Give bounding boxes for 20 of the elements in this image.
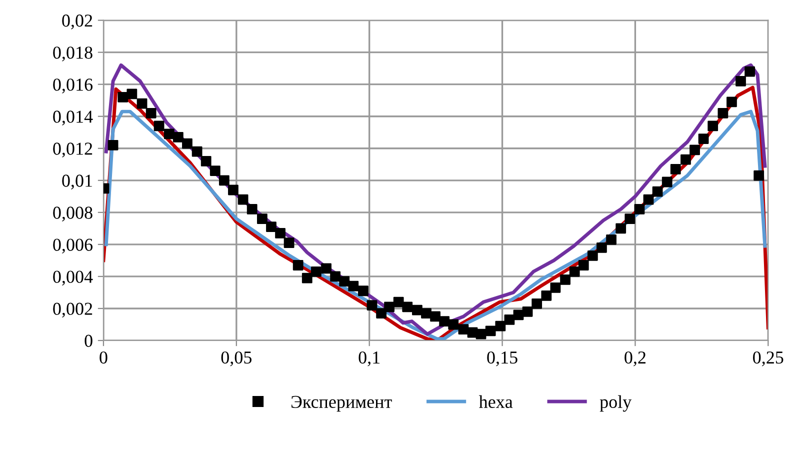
y-tick-label: 0,02 xyxy=(62,14,92,30)
x-tick-label: 0,1 xyxy=(358,351,380,366)
x-tick-label: 0,05 xyxy=(221,351,252,366)
x-tick-label: 0 xyxy=(100,351,108,364)
legend-label: poly xyxy=(600,395,632,412)
x-tick-label: 0,2 xyxy=(624,351,646,366)
y-tick-label: 0,016 xyxy=(53,78,93,94)
y-tick-label: 0,004 xyxy=(53,270,93,286)
x-tick-label: 0,15 xyxy=(487,351,518,366)
y-tick-label: 0,008 xyxy=(53,206,92,222)
y-tick-label: 0 xyxy=(84,334,92,347)
y-tick-label: 0,01 xyxy=(62,174,92,190)
y-tick-label: 0,014 xyxy=(53,110,93,126)
y-tick-label: 0,018 xyxy=(53,46,92,62)
legend-label: Эксперимент xyxy=(292,396,392,412)
x-tick-label: 0,25 xyxy=(753,351,784,366)
y-tick-label: 0,012 xyxy=(53,142,92,158)
legend-label: hexa xyxy=(478,395,513,408)
y-tick-label: 0,002 xyxy=(53,302,92,318)
y-tick-label: 0,006 xyxy=(53,238,93,254)
